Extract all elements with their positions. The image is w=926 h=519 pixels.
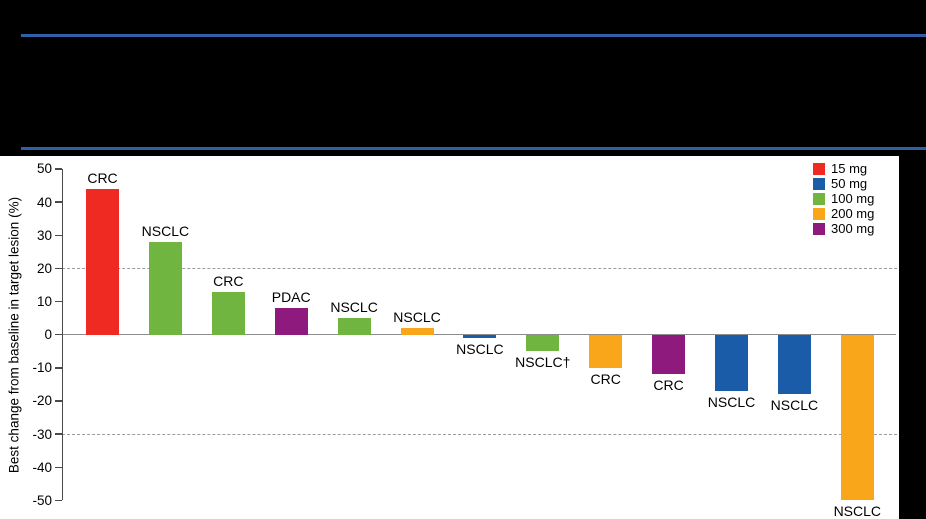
y-tick-label--40: -40 — [32, 459, 52, 475]
legend-item-15mg: 15 mg — [813, 161, 874, 176]
y-tick-20 — [55, 267, 62, 270]
bar-label-2: NSCLC — [141, 222, 190, 239]
bar-label-13: NSCLC — [833, 503, 882, 519]
y-tick-40 — [55, 201, 62, 203]
y-tick--50 — [55, 499, 62, 502]
header-rule-bottom — [21, 147, 926, 150]
bar-1-CRC — [86, 188, 119, 335]
bar-10-CRC — [652, 334, 686, 375]
bar-4-PDAC — [274, 308, 308, 335]
y-axis-line — [62, 168, 64, 501]
dashed-gridline--30 — [62, 434, 897, 436]
bar-label-5: NSCLC — [330, 299, 378, 316]
y-tick-label-10: 10 — [36, 294, 52, 310]
bar-label-10: CRC — [653, 377, 684, 394]
y-tick-30 — [55, 234, 62, 236]
y-tick-label--50: -50 — [32, 492, 52, 508]
legend-swatch — [813, 192, 825, 205]
y-tick--40 — [55, 466, 62, 468]
legend-swatch — [813, 162, 825, 175]
y-tick-label-20: 20 — [36, 260, 52, 276]
y-tick-10 — [55, 300, 62, 303]
bar-3-CRC — [211, 291, 245, 335]
legend: 15 mg 50 mg 100 mg 200 mg 300 mg — [813, 161, 874, 236]
y-tick-label-40: 40 — [36, 194, 52, 210]
bar-label-4: PDAC — [271, 289, 311, 306]
legend-swatch — [813, 207, 825, 220]
bar-13-NSCLC — [840, 334, 874, 501]
legend-label: 300 mg — [831, 221, 875, 236]
y-tick-label--10: -10 — [32, 360, 52, 376]
bar-2-NSCLC — [148, 241, 182, 335]
bar-6-NSCLC — [400, 328, 434, 335]
bar-label-6: NSCLC — [393, 309, 441, 326]
bar-label-9: CRC — [590, 370, 621, 387]
legend-item-300mg: 300 mg — [813, 221, 874, 236]
y-tick-label-30: 30 — [36, 227, 52, 243]
legend-item-200mg: 200 mg — [813, 206, 874, 221]
y-tick-label--30: -30 — [32, 426, 52, 442]
legend-item-100mg: 100 mg — [813, 191, 874, 206]
header-rule-top — [21, 34, 926, 37]
legend-label: 100 mg — [831, 191, 875, 206]
bar-label-12: NSCLC — [770, 397, 819, 414]
bar-9-CRC — [589, 334, 623, 368]
bar-12-NSCLC — [777, 334, 811, 395]
bar-11-NSCLC — [715, 334, 748, 392]
y-tick--10 — [55, 367, 62, 369]
y-tick-label--20: -20 — [32, 393, 52, 409]
legend-swatch — [813, 222, 825, 235]
waterfall-chart: Best change from baseline in target lesi… — [0, 156, 899, 519]
legend-label: 50 mg — [831, 176, 868, 191]
dashed-gridline-20 — [62, 268, 897, 270]
bar-label-3: CRC — [213, 272, 244, 289]
y-tick-label-50: 50 — [36, 161, 52, 177]
legend-label: 200 mg — [831, 206, 875, 221]
bar-label-11: NSCLC — [707, 394, 756, 411]
y-tick-0 — [55, 334, 62, 336]
bar-label-1: CRC — [87, 169, 118, 186]
bar-5-NSCLC — [337, 318, 371, 335]
legend-swatch — [813, 177, 825, 190]
legend-item-50mg: 50 mg — [813, 176, 874, 191]
legend-label: 15 mg — [831, 161, 868, 176]
y-tick-50 — [55, 168, 62, 170]
y-tick--20 — [55, 400, 62, 402]
y-tick--30 — [55, 433, 62, 435]
bar-7-NSCLC — [463, 334, 497, 338]
bar-label-7: NSCLC — [456, 341, 504, 357]
bar-label-8: NSCLC† — [515, 354, 571, 371]
bar-8-NSCLC — [526, 334, 560, 352]
y-tick-label-0: 0 — [44, 327, 52, 343]
